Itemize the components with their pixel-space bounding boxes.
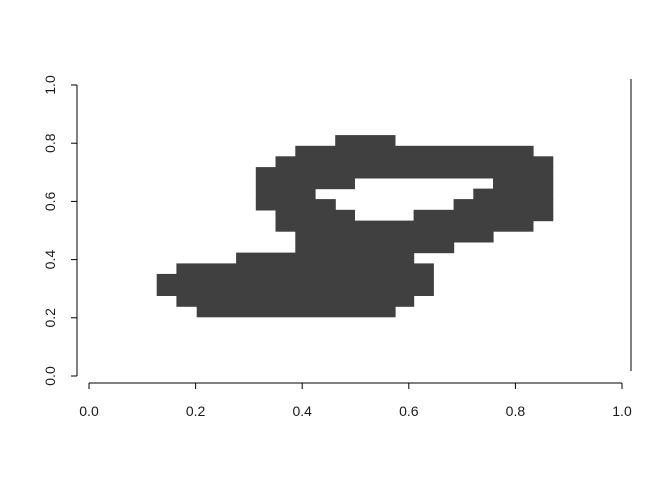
y-tick-label-5: 1.0	[42, 75, 58, 95]
y-tick-label-4: 0.8	[42, 133, 58, 153]
x-tick-label-2: 0.4	[292, 403, 312, 419]
heatmap-cell-row-6-span-0	[255, 199, 336, 211]
heatmap-cell-row-13-span-0	[156, 273, 434, 286]
x-tick-label-0: 0.0	[79, 403, 99, 419]
y-tick-label-3: 0.6	[42, 191, 58, 211]
heatmap-cell-row-15-span-0	[176, 295, 415, 307]
x-tick-label-1: 0.2	[186, 403, 206, 419]
x-tick-label-5: 1.0	[612, 403, 632, 419]
heatmap-cell-row-14-span-0	[156, 284, 434, 296]
heatmap-cell-row-8-span-0	[275, 220, 534, 232]
heatmap-cell-row-4-span-1	[493, 177, 554, 190]
y-tick-label-0: 0.0	[42, 366, 58, 386]
y-tick-label-1: 0.2	[42, 308, 58, 328]
heatmap-cell-row-6-span-1	[453, 199, 554, 211]
heatmap-cell-row-7-span-1	[413, 209, 554, 222]
x-tick-label-3: 0.6	[399, 403, 419, 419]
heatmap-cell-row-3-span-0	[255, 167, 554, 179]
heatmap-cell-row-1-span-0	[295, 145, 534, 157]
heatmap-cell-row-9-span-0	[295, 231, 494, 243]
heatmap-cell-row-11-span-0	[236, 252, 415, 264]
y-tick-label-2: 0.4	[42, 250, 58, 270]
heatmap-cell-row-10-span-0	[295, 241, 455, 254]
heatmap-cell-row-4-span-0	[255, 177, 355, 190]
axes: 0.0 0.2 0.4 0.6 0.8 1.0 0.0 0.2 0.4 0.6 0.8 1.0	[42, 75, 632, 419]
heatmap-cell-row-12-span-0	[176, 263, 434, 275]
heatmap-cell-row-5-span-1	[473, 188, 554, 200]
heatmap-cell-row-5-span-0	[255, 188, 316, 200]
heatmap-cell-row-7-span-0	[275, 209, 355, 222]
heatmap-cell-row-0-span-0	[335, 135, 396, 147]
x-tick-label-4: 0.8	[506, 403, 526, 419]
heatmap-cells	[156, 135, 554, 318]
heatmap-cell-row-16-span-0	[196, 306, 396, 318]
heatmap-cell-row-2-span-0	[275, 156, 554, 168]
